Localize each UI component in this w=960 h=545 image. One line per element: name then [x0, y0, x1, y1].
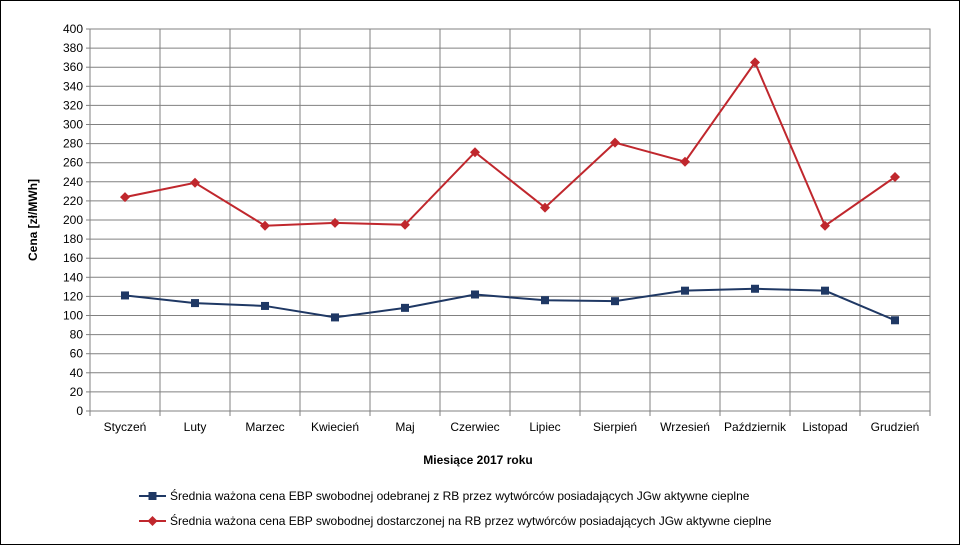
- legend-label-2: Średnia ważona cena EBP swobodnej dostar…: [170, 513, 772, 528]
- y-tick-label: 140: [63, 270, 83, 284]
- legend-item-1: Średnia ważona cena EBP swobodnej odebra…: [139, 488, 750, 503]
- y-tick-label: 320: [63, 98, 83, 112]
- data-point-diamond: [610, 137, 620, 148]
- x-tick-label: Czerwiec: [450, 420, 499, 434]
- data-point-square: [611, 297, 619, 306]
- data-point-square: [821, 286, 829, 295]
- x-axis-tick-labels: Styczeń Luty Marzec Kwiecień Maj Czerwiec Lipi…: [104, 420, 920, 434]
- data-point-square: [541, 296, 549, 305]
- x-tick-label: Sierpień: [593, 420, 637, 434]
- y-tick-label: 260: [63, 156, 83, 170]
- y-tick-label: 220: [63, 194, 83, 208]
- horizontal-gridlines: [86, 28, 930, 412]
- legend-item-2: Średnia ważona cena EBP swobodnej dostar…: [139, 513, 772, 528]
- y-tick-label: 80: [70, 328, 84, 342]
- data-point-diamond: [470, 147, 480, 158]
- legend: Średnia ważona cena EBP swobodnej odebra…: [139, 488, 772, 528]
- data-point-diamond: [260, 220, 270, 231]
- data-point-diamond: [680, 156, 690, 167]
- x-tick-label: Maj: [395, 420, 414, 434]
- legend-marker-square: [148, 492, 157, 500]
- y-tick-label: 20: [70, 385, 84, 399]
- data-point-square: [401, 303, 409, 312]
- y-tick-label: 300: [63, 118, 83, 132]
- series-line-1: [124, 287, 896, 322]
- x-tick-label: Kwiecień: [311, 420, 359, 434]
- y-tick-label: 180: [63, 232, 83, 246]
- data-point-square: [471, 290, 479, 299]
- y-tick-label: 280: [63, 137, 83, 151]
- y-tick-label: 240: [63, 175, 83, 189]
- x-tick-label: Wrzesień: [660, 420, 710, 434]
- data-point-diamond: [540, 202, 550, 213]
- x-tick-label: Styczeń: [104, 420, 147, 434]
- y-tick-label: 60: [70, 347, 84, 361]
- data-point-square: [261, 301, 269, 310]
- series-1: [121, 284, 899, 325]
- data-point-diamond: [820, 220, 830, 231]
- series-layer: [120, 57, 900, 325]
- y-tick-label: 400: [63, 22, 83, 36]
- legend-label-1: Średnia ważona cena EBP swobodnej odebra…: [170, 488, 750, 503]
- data-point-square: [751, 284, 759, 293]
- y-tick-label: 200: [63, 213, 83, 227]
- legend-marker-diamond: [147, 516, 158, 526]
- x-tick-label: Lipiec: [529, 420, 560, 434]
- data-point-diamond: [190, 177, 200, 188]
- data-point-diamond: [120, 192, 130, 203]
- y-tick-label: 100: [63, 309, 83, 323]
- y-tick-label: 340: [63, 79, 83, 93]
- x-tick-label: Listopad: [802, 420, 847, 434]
- y-tick-label: 360: [63, 60, 83, 74]
- y-tick-label: 120: [63, 289, 83, 303]
- data-point-diamond: [400, 219, 410, 230]
- vertical-gridlines: [89, 29, 931, 416]
- x-tick-label: Luty: [184, 420, 207, 434]
- y-tick-label: 0: [76, 404, 83, 418]
- data-point-square: [191, 299, 199, 308]
- y-axis-title: Cena [zł/MWh]: [26, 179, 40, 261]
- data-point-square: [121, 291, 129, 300]
- x-tick-label: Październik: [724, 420, 787, 434]
- series-2: [120, 57, 900, 231]
- x-tick-label: Grudzień: [871, 420, 920, 434]
- data-point-square: [331, 313, 339, 322]
- x-axis-title: Miesiące 2017 roku: [423, 453, 532, 467]
- y-tick-label: 40: [70, 366, 84, 380]
- data-point-diamond: [890, 172, 900, 183]
- y-tick-label: 160: [63, 251, 83, 265]
- data-point-square: [891, 316, 899, 325]
- data-point-diamond: [750, 57, 760, 68]
- y-axis-tick-labels: 0 20 40 60 80 100 120 140 160 180 200 220 240 260 280 3…: [63, 22, 83, 418]
- data-point-diamond: [330, 217, 340, 228]
- y-tick-label: 380: [63, 41, 83, 55]
- data-point-square: [681, 286, 689, 295]
- x-tick-label: Marzec: [245, 420, 284, 434]
- series-line-2: [124, 60, 896, 228]
